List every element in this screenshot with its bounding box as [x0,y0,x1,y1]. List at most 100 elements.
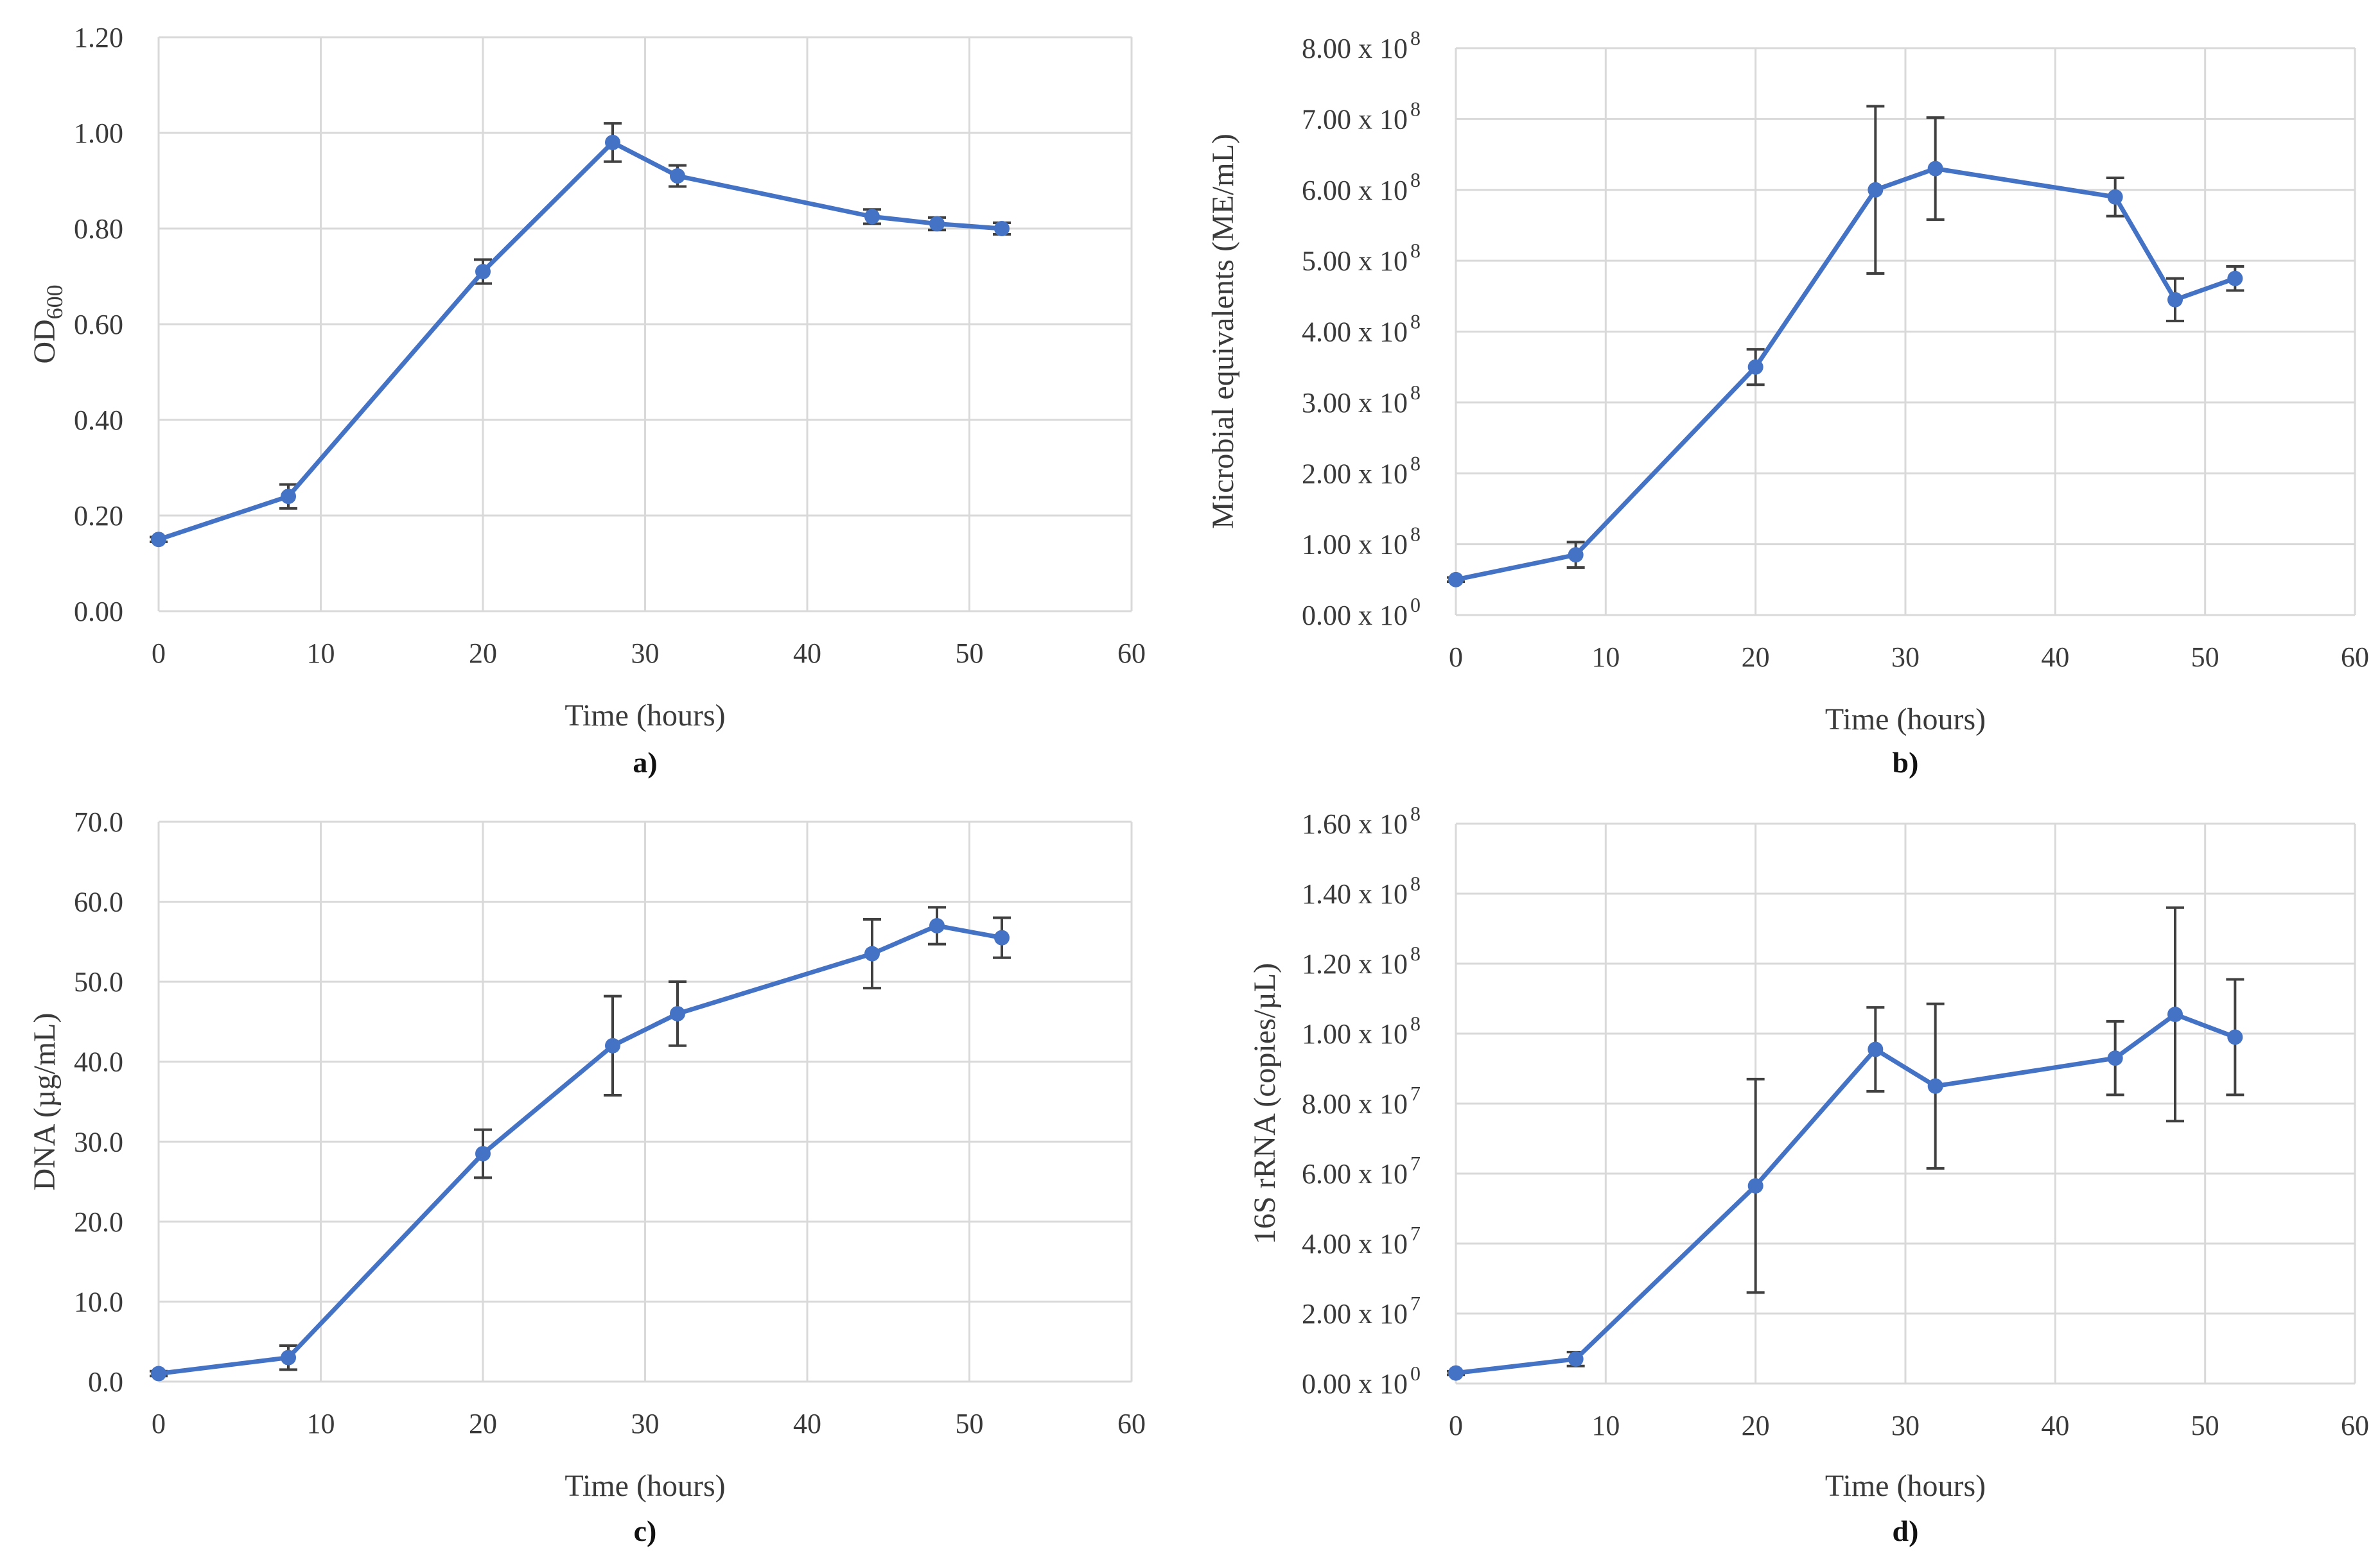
panel-c: 0 10 20 30 40 50 60 0.0 10.0 20.0 30.0 40.0 50.0 60.0… [28,806,1146,1547]
x-tick-label: 60 [2341,641,2369,673]
x-tick-label: 40 [793,1408,821,1439]
y-tick-label: 6.00 x 10 7 [1302,1152,1421,1190]
data-point [281,1349,296,1366]
series-line [156,140,1004,542]
data-point [1747,359,1763,375]
y-tick-label: 5.00 x 10 8 [1302,239,1421,277]
y-tick-label: 3.00 x 10 8 [1302,381,1421,419]
x-tick-label: 30 [1891,1410,1920,1441]
x-tick-label: 10 [1591,641,1620,673]
y-tick-label: 1.00 [74,117,123,149]
x-tick-label: 20 [469,638,497,669]
y-tick-label: 1.00 x 10 8 [1302,523,1421,560]
data-point [929,917,945,933]
panel-caption: c) [634,1514,657,1547]
data-point [864,946,880,962]
y-tick-label: 0.80 [74,213,123,245]
y-tick-label: 70.0 [74,806,123,838]
y-tick-label: 10.0 [74,1286,123,1317]
x-axis-title: Time (hours) [564,1469,725,1503]
data-point [2107,189,2123,205]
data-point [994,221,1010,236]
x-tick-label: 50 [956,638,984,669]
data-point [2107,1050,2123,1066]
x-axis-title: Time (hours) [1825,702,1986,736]
y-tick-label: 8.00 x 10 8 [1302,26,1421,64]
y-tick-label: 1.20 x 10 8 [1302,942,1421,980]
y-tick-label: 1.40 x 10 8 [1302,872,1421,910]
y-tick-label: 4.00 x 10 7 [1302,1222,1421,1260]
data-point [864,209,880,225]
x-tick-label: 0 [1449,1410,1463,1441]
data-point [151,1366,166,1382]
x-tick-label: 10 [1591,1410,1620,1441]
y-tick-label: 0.00 [74,596,123,627]
y-axis-title: OD600 [28,284,67,363]
x-tick-label: 40 [2041,641,2069,673]
x-axis-title: Time (hours) [564,699,725,733]
y-tick-label: 4.00 x 10 8 [1302,310,1421,348]
x-tick-label: 10 [307,1408,335,1439]
data-point [605,1037,620,1054]
y-tick-label: 20.0 [74,1206,123,1238]
panel-a: 0 10 20 30 40 50 60 0.00 0.20 0.40 0.60 0.80 1.00 1.2… [28,22,1146,779]
y-axis-title: Microbial equivalents (ME/mL) [1206,134,1240,529]
panel-b: 0 10 20 30 40 50 60 0.00 x 10 0 1.00 x 10 8 2.00 x … [1206,26,2369,779]
data-point [475,1145,491,1161]
x-tick-label: 50 [956,1408,984,1439]
y-axis-title: 16S rRNA (copies/µL) [1248,963,1282,1244]
data-point [1927,161,1943,177]
y-tick-label: 2.00 x 10 7 [1302,1292,1421,1330]
x-tick-label: 60 [1117,638,1146,669]
data-point [2167,1007,2183,1023]
x-tick-label: 40 [2041,1410,2069,1441]
data-point [281,489,296,505]
data-point [994,930,1010,946]
x-tick-label: 40 [793,638,821,669]
y-tick-label: 1.00 x 10 8 [1302,1012,1421,1050]
series-line [1453,1012,2237,1376]
x-tick-label: 30 [1891,641,1920,673]
panel-caption: b) [1893,746,1919,779]
y-tick-label: 40.0 [74,1046,123,1078]
data-point [929,216,945,232]
y-tick-label: 50.0 [74,966,123,998]
x-tick-label: 50 [2191,1410,2219,1441]
data-point [2227,270,2243,286]
data-point [605,134,620,150]
data-point [1448,571,1464,587]
y-tick-label: 7.00 x 10 8 [1302,97,1421,135]
x-axis-title: Time (hours) [1825,1469,1986,1503]
x-tick-label: 60 [1117,1408,1146,1439]
y-tick-label: 8.00 x 10 7 [1302,1082,1421,1120]
panel-d: 0 10 20 30 40 50 60 0.00 x 10 0 2.00 x 10 7 4.00 x … [1248,802,2369,1547]
y-tick-label: 0.0 [88,1366,123,1398]
data-point [670,1005,685,1021]
data-point [475,264,491,280]
x-tick-label: 20 [469,1408,497,1439]
y-tick-label: 0.20 [74,500,123,532]
data-point [1747,1178,1763,1194]
y-tick-label: 1.60 x 10 8 [1302,802,1421,840]
data-point [2167,291,2183,308]
x-tick-label: 60 [2341,1410,2369,1441]
y-tick-label: 0.00 x 10 0 [1302,1362,1421,1400]
x-tick-label: 0 [152,1408,166,1439]
data-point [2227,1029,2243,1045]
panel-caption: a) [633,746,657,779]
y-tick-label: 0.00 x 10 0 [1302,593,1421,631]
x-tick-label: 30 [631,1408,660,1439]
y-tick-label: 1.20 [74,22,123,53]
x-tick-label: 20 [1742,641,1770,673]
y-tick-label: 0.60 [74,309,123,340]
data-point [151,532,166,548]
data-point [1568,547,1584,563]
x-tick-label: 0 [1449,641,1463,673]
data-point [1868,182,1884,198]
y-tick-label: 2.00 x 10 8 [1302,451,1421,489]
series-line [156,923,1004,1376]
x-tick-label: 50 [2191,641,2219,673]
y-tick-label: 0.40 [74,404,123,436]
data-point [1448,1365,1464,1381]
